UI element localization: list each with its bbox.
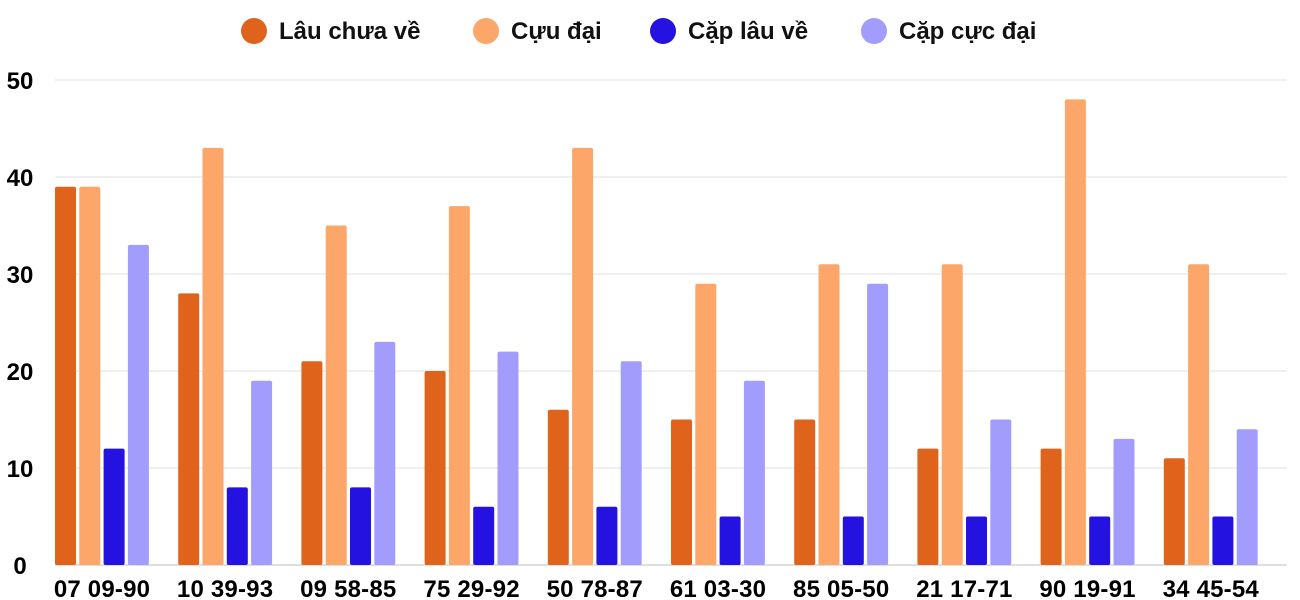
bar <box>448 206 470 565</box>
bar <box>301 361 323 565</box>
bar <box>325 225 347 565</box>
bar <box>867 283 889 565</box>
y-tick-label: 10 <box>7 456 34 483</box>
bar <box>547 409 569 565</box>
bar <box>596 506 618 565</box>
bar <box>794 419 816 565</box>
x-tick-label: 85 05-50 <box>793 576 889 600</box>
legend-label: Cựu đại <box>511 18 602 45</box>
y-tick-label: 20 <box>7 359 34 386</box>
bar <box>1064 99 1086 566</box>
bar <box>350 487 371 565</box>
x-tick-label: 10 39-93 <box>177 576 273 600</box>
bar <box>1188 264 1210 565</box>
bar <box>226 487 248 565</box>
y-tick-label: 0 <box>13 553 26 580</box>
x-tick-label: 07 09-90 <box>54 576 150 600</box>
bar <box>251 380 273 565</box>
x-tick-label: 09 58-85 <box>300 576 396 600</box>
x-tick-label: 75 29-92 <box>423 576 519 600</box>
bars <box>55 99 1258 566</box>
bar <box>103 448 125 565</box>
bar <box>79 186 101 565</box>
legend-marker <box>473 18 499 44</box>
bar <box>1089 516 1111 565</box>
bar <box>743 380 765 565</box>
y-axis-ticks: 0 10 20 30 40 50 <box>7 68 34 580</box>
bar <box>620 361 642 565</box>
bar <box>55 186 76 565</box>
bar <box>497 351 519 565</box>
x-tick-label: 90 19-91 <box>1039 576 1135 600</box>
bar <box>1212 516 1234 565</box>
bar <box>917 448 939 565</box>
bar <box>1236 429 1258 565</box>
x-tick-label: 61 03-30 <box>670 576 766 600</box>
x-tick-label: 21 17-71 <box>916 576 1012 600</box>
bar <box>1113 438 1135 565</box>
bar <box>572 147 594 565</box>
bar <box>818 264 840 565</box>
bar <box>695 283 717 565</box>
legend-label: Cặp lâu về <box>688 18 808 45</box>
bar <box>671 419 692 565</box>
legend-marker <box>241 18 267 44</box>
bar <box>473 506 495 565</box>
legend-label: Cặp cực đại <box>899 18 1036 45</box>
legend-marker <box>861 18 887 44</box>
y-tick-label: 40 <box>7 165 34 192</box>
bar <box>966 516 987 565</box>
bar <box>941 264 963 565</box>
y-tick-label: 50 <box>7 68 34 95</box>
bar <box>1163 458 1185 565</box>
legend-label: Lâu chưa về <box>279 18 420 45</box>
bar <box>424 371 446 565</box>
x-tick-label: 50 78-87 <box>547 576 643 600</box>
bar <box>374 341 396 565</box>
y-tick-label: 30 <box>7 262 34 289</box>
bar <box>719 516 741 565</box>
bar <box>127 244 149 565</box>
bar <box>842 516 864 565</box>
legend-marker <box>650 18 676 44</box>
bar <box>178 293 200 565</box>
x-tick-label: 34 45-54 <box>1163 576 1260 600</box>
bar <box>1040 448 1062 565</box>
bar <box>990 419 1012 565</box>
x-axis-labels: 07 09-90 10 39-93 09 58-85 75 29-92 50 78-87… <box>54 576 1260 600</box>
legend: Lâu chưa về Cựu đại Cặp lâu về Cặp cực đại <box>241 18 1036 45</box>
bar <box>202 147 224 565</box>
